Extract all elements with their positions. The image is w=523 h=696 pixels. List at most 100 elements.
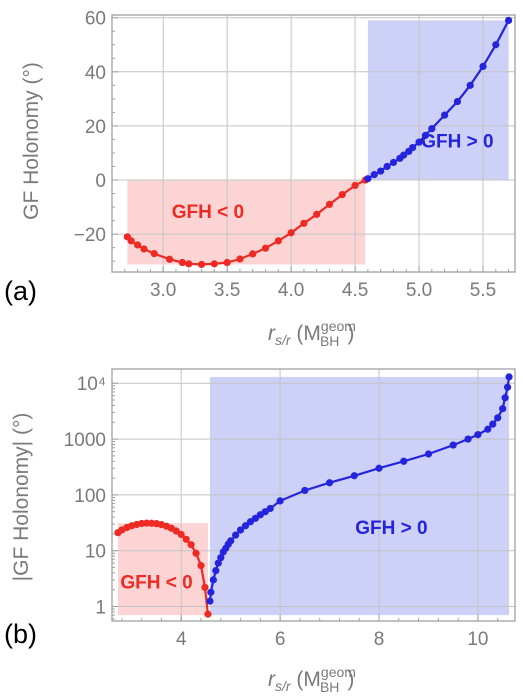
positive-data-point	[370, 171, 378, 179]
y-tick-label: 1	[95, 598, 106, 619]
positive-region-fill	[367, 20, 509, 181]
positive-data-point	[503, 383, 512, 391]
positive-data-point	[492, 41, 500, 49]
x-tick-label: 5.5	[470, 280, 496, 301]
positive-data-point	[400, 151, 408, 159]
x-tick-label: 4.0	[278, 280, 304, 301]
y-tick-label: 0	[95, 171, 106, 192]
positive-data-point	[364, 175, 372, 183]
negative-data-point	[249, 250, 257, 258]
negative-data-point	[274, 237, 282, 245]
positive-data-point	[499, 405, 507, 413]
negative-data-point	[187, 541, 195, 549]
negative-data-point	[210, 260, 218, 268]
positive-data-point	[464, 435, 472, 443]
panel-b-label: (b)	[4, 619, 37, 649]
negative-data-point	[178, 258, 186, 267]
positive-data-point	[494, 414, 502, 422]
negative-data-point	[165, 255, 174, 263]
negative-data-point	[127, 237, 135, 245]
positive-data-point	[377, 167, 385, 175]
y-tick-label: 100	[74, 486, 106, 507]
positive-data-point	[441, 111, 449, 119]
x-tick-label: 10	[467, 629, 488, 650]
negative-data-point	[287, 229, 295, 237]
positive-data-point	[489, 420, 497, 428]
x-tick-label: 4	[176, 629, 187, 650]
positive-data-point	[501, 394, 509, 402]
positive-data-point	[400, 457, 408, 465]
negative-region-label: GFH < 0	[120, 573, 192, 594]
positive-data-point	[505, 373, 513, 381]
y-tick-label: 1000	[64, 430, 106, 451]
positive-data-point	[350, 472, 358, 480]
x-tick-label: 6	[275, 629, 286, 650]
negative-region-label: GFH < 0	[172, 202, 244, 223]
negative-data-point	[201, 583, 209, 591]
x-tick-label: 3.0	[150, 280, 176, 301]
positive-data-point	[227, 537, 235, 545]
negative-data-point	[325, 200, 334, 208]
x-tick-label: 4.5	[342, 280, 368, 301]
positive-data-point	[325, 479, 334, 487]
positive-data-point	[266, 504, 274, 513]
negative-data-point	[140, 245, 148, 253]
positive-region-label: GFH > 0	[421, 132, 493, 153]
x-tick-label: 5.0	[406, 280, 432, 301]
negative-data-point	[204, 610, 212, 618]
positive-data-point	[212, 566, 220, 575]
y-tick-label: 10	[85, 542, 106, 563]
negative-data-point	[313, 210, 321, 218]
x-tick-label: 3.5	[214, 280, 240, 301]
positive-region-fill	[209, 376, 510, 616]
negative-data-point	[150, 250, 158, 258]
panel-b-ylabel: |GF Holonomy| (°)	[10, 413, 33, 582]
positive-data-point	[301, 486, 309, 495]
plot-frame	[111, 14, 516, 273]
negative-data-point	[300, 219, 308, 227]
positive-data-point	[428, 125, 436, 133]
x-tick-label: 8	[374, 629, 385, 650]
positive-data-point	[276, 497, 284, 505]
panel-a-ylabel: GF Holonomy (°)	[20, 62, 43, 220]
positive-data-point	[383, 162, 391, 171]
negative-data-point	[133, 241, 142, 249]
panel-b-chart: 4 6 8 10 1 10 100 1000 10⁴ GFH < 0 GFH > 0 |GF Hol…	[4, 368, 516, 695]
panel-a-chart: 3.0 3.5 4.0 4.5 5.0 5.5 −20 0 20 40 60 GFH < 0 GFH >…	[4, 9, 516, 349]
positive-data-point	[232, 531, 240, 539]
positive-data-point	[453, 97, 462, 106]
positive-data-point	[484, 425, 492, 433]
positive-data-point	[466, 81, 474, 89]
y-tick-label: −20	[74, 225, 106, 246]
panel-b-xlabel: rs/r (Mgeom BH)	[268, 664, 356, 695]
negative-data-point	[185, 260, 193, 268]
negative-data-point	[261, 244, 270, 252]
negative-data-point	[197, 260, 206, 269]
positive-data-point	[236, 526, 245, 534]
positive-data-point	[217, 554, 225, 562]
positive-data-point	[415, 138, 423, 146]
negative-data-point	[197, 562, 205, 570]
positive-data-point	[209, 576, 217, 584]
negative-data-point	[338, 191, 346, 199]
positive-data-point	[505, 16, 513, 25]
y-tick-label: 20	[85, 117, 106, 138]
negative-region-fill	[127, 180, 366, 265]
negative-data-point	[236, 255, 244, 263]
y-tick-label: 10⁴	[77, 374, 106, 395]
y-tick-label: 40	[85, 63, 106, 84]
positive-data-point	[251, 514, 259, 522]
positive-data-point	[389, 158, 398, 167]
positive-data-point	[479, 62, 487, 70]
negative-data-point	[351, 181, 359, 190]
positive-data-point	[207, 588, 215, 596]
panel-a-label: (a)	[4, 276, 37, 306]
positive-data-point	[424, 450, 433, 458]
positive-data-point	[474, 431, 482, 439]
positive-data-point	[449, 441, 457, 449]
negative-data-point	[177, 530, 185, 539]
negative-series-line	[126, 179, 366, 266]
panel-a-xlabel: rs/r (Mgeom BH)	[268, 318, 356, 349]
negative-region-fill	[117, 523, 208, 616]
